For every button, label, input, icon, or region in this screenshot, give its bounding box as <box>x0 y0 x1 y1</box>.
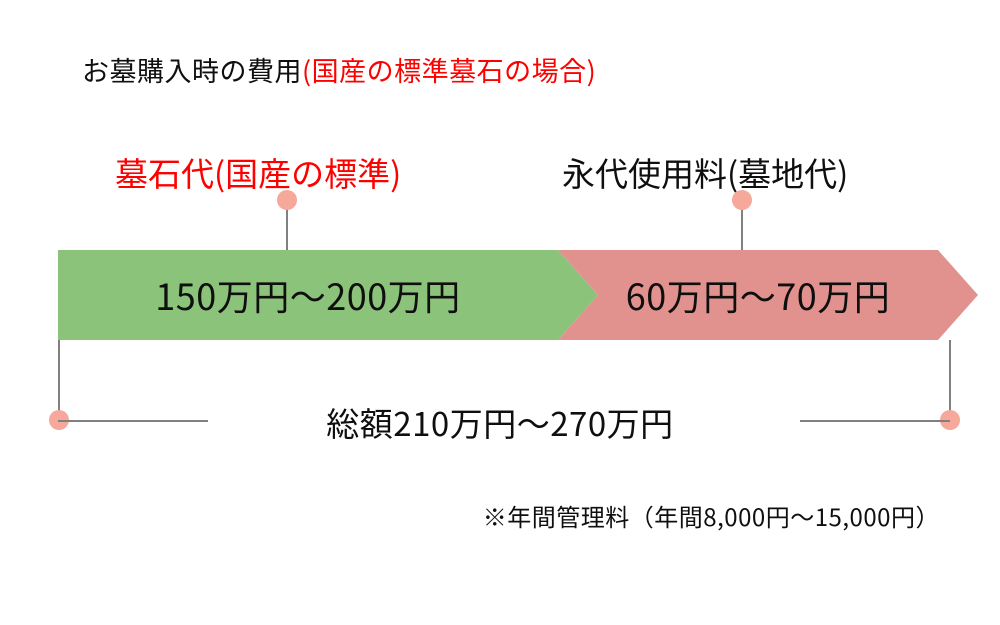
connector-dot <box>732 190 752 210</box>
title-suffix: (国産の標準墓石の場合) <box>302 50 596 89</box>
title-prefix: お墓購入時の費用 <box>82 50 302 89</box>
arrow-left-value: 150万円～200万円 <box>58 250 558 340</box>
connector-dot <box>277 190 297 210</box>
page-title: お墓購入時の費用(国産の標準墓石の場合) <box>82 50 596 89</box>
total-cost-text: 総額210万円～270万円 <box>0 398 1000 446</box>
label-land-use-fee: 永代使用料(墓地代) <box>562 148 848 196</box>
arrow-right-value: 60万円～70万円 <box>578 250 938 340</box>
cost-arrow-diagram: 150万円～200万円 60万円～70万円 <box>58 250 978 340</box>
footnote-annual-fee: ※年間管理料（年間8,000円～15,000円） <box>483 498 940 533</box>
label-gravestone-cost: 墓石代(国産の標準) <box>115 148 401 196</box>
